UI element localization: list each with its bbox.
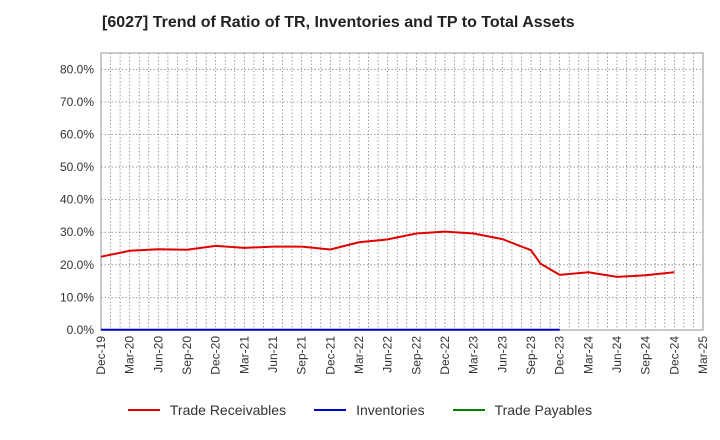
x-tick-label: Dec-23: [553, 336, 567, 375]
y-tick-label: 10.0%: [60, 290, 94, 304]
legend-swatch: [127, 409, 160, 411]
legend-label: Trade Payables: [494, 402, 593, 418]
x-tick-label: Mar-20: [123, 336, 137, 374]
x-tick-label: Sep-20: [180, 336, 194, 375]
axis-labels: 0.0% 10.0% 20.0% 30.0% 40.0% 50.0% 60.0% 70.0% 8…: [60, 62, 710, 374]
y-tick-label: 50.0%: [60, 160, 94, 174]
x-tick-label: Sep-21: [295, 336, 309, 375]
x-tick-label: Sep-24: [639, 336, 653, 375]
y-tick-label: 60.0%: [60, 127, 94, 141]
legend-label: Trade Receivables: [169, 402, 287, 418]
x-tick-label: Sep-22: [409, 336, 423, 375]
x-tick-label: Mar-24: [581, 336, 595, 374]
data-series: [100, 230, 675, 331]
line-chart: 0.0% 10.0% 20.0% 30.0% 40.0% 50.0% 60.0% 70.0% 8…: [60, 52, 710, 375]
legend: Trade Receivables Inventories Trade Payabl…: [0, 402, 720, 418]
x-tick-label: Dec-20: [209, 336, 223, 375]
x-tick-label: Dec-21: [323, 336, 337, 375]
y-tick-label: 20.0%: [60, 258, 94, 272]
x-tick-label: Jun-23: [495, 336, 509, 373]
legend-item: Trade Payables: [452, 402, 593, 418]
x-tick-label: Dec-22: [438, 336, 452, 375]
x-tick-label: Sep-23: [524, 336, 538, 375]
legend-item: Inventories: [314, 402, 425, 418]
x-tick-label: Mar-21: [237, 336, 251, 374]
y-tick-label: 40.0%: [60, 193, 94, 207]
y-tick-label: 70.0%: [60, 95, 94, 109]
plot-area: [100, 52, 704, 331]
x-tick-label: Jun-21: [266, 336, 280, 373]
legend-label: Inventories: [356, 402, 425, 418]
chart-title: [6027] Trend of Ratio of TR, Inventories…: [102, 14, 575, 31]
grid-lines: [100, 53, 704, 331]
x-tick-label: Jun-22: [381, 336, 395, 373]
x-tick-label: Mar-25: [696, 336, 710, 374]
x-tick-label: Dec-19: [94, 336, 108, 375]
legend-item: Trade Receivables: [127, 402, 287, 418]
legend-swatch: [314, 409, 347, 411]
x-tick-label: Jun-24: [610, 336, 624, 373]
x-tick-label: Mar-22: [352, 336, 366, 374]
y-tick-label: 0.0%: [67, 323, 95, 337]
legend-swatch: [452, 409, 485, 411]
series-line-trade-receivables: [100, 230, 675, 278]
x-tick-label: Dec-24: [667, 336, 681, 375]
y-tick-label: 30.0%: [60, 225, 94, 239]
x-tick-label: Mar-23: [467, 336, 481, 374]
y-tick-label: 80.0%: [60, 62, 94, 76]
x-tick-label: Jun-20: [151, 336, 165, 373]
